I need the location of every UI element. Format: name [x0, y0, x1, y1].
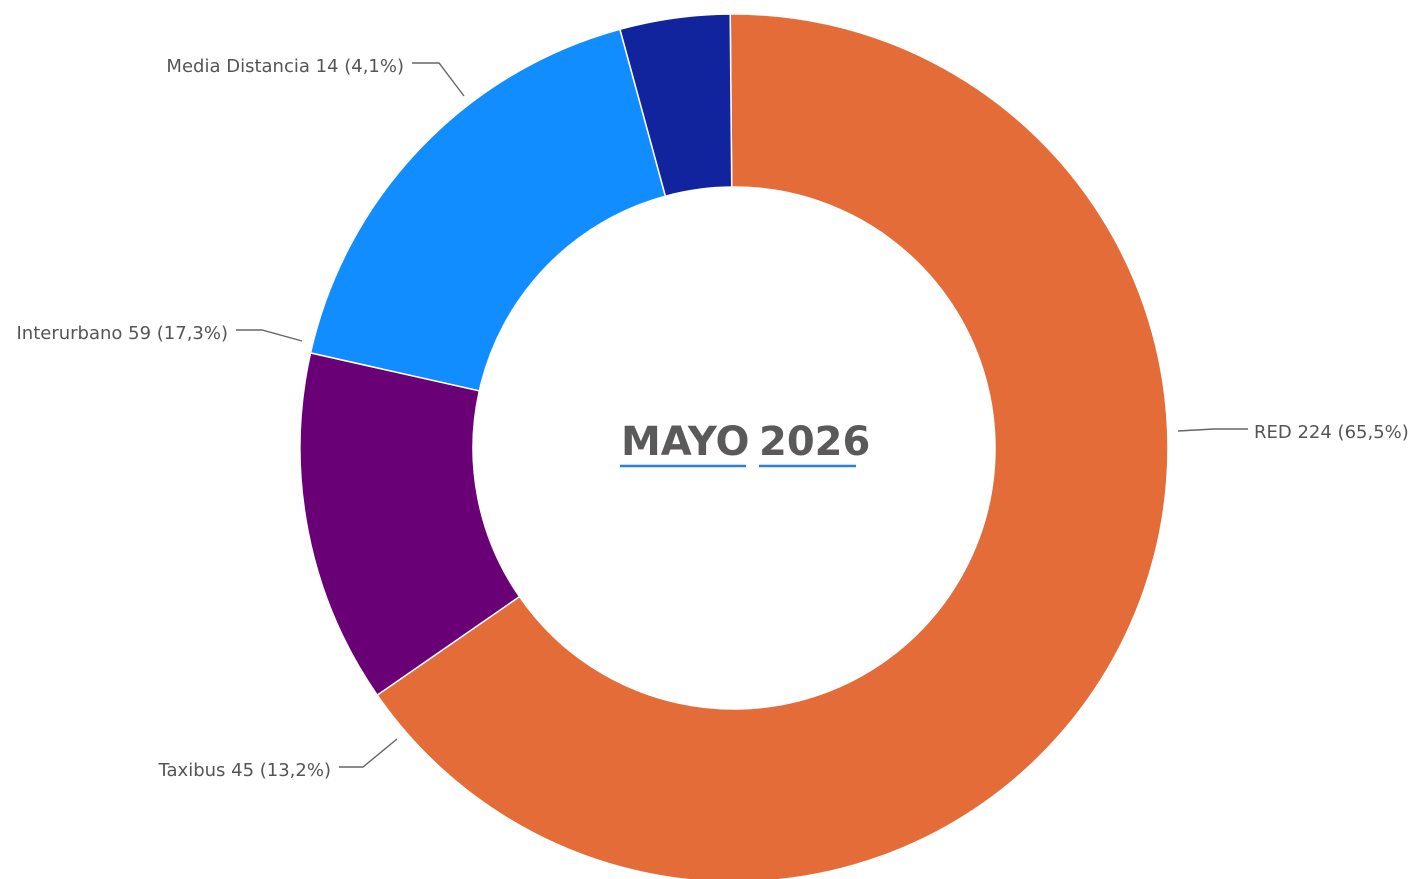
- center-title-month: MAYO: [621, 419, 749, 465]
- center-title: MAYO 2026: [620, 419, 870, 468]
- slice-label-red: RED 224 (65,5%): [1254, 422, 1409, 443]
- slice-labels-layer: RED 224 (65,5%) Taxibus 45 (13,2%) Interur…: [16, 56, 1408, 781]
- leader-line-interurbano: [236, 329, 303, 342]
- slice-label-interurbano: Interurbano 59 (17,3%): [16, 323, 228, 344]
- slices-layer: [299, 13, 1169, 879]
- center-title-year: 2026: [759, 419, 870, 465]
- leader-line-media-distancia: [412, 62, 465, 97]
- leader-line-red: [1177, 428, 1248, 432]
- slice-interurbano[interactable]: [309, 28, 667, 392]
- slice-media-distancia[interactable]: [619, 13, 733, 198]
- slice-red[interactable]: [376, 13, 1169, 879]
- slice-label-media-distancia: Media Distancia 14 (4,1%): [166, 56, 404, 77]
- leader-lines-layer: [236, 62, 1248, 768]
- slice-label-taxibus: Taxibus 45 (13,2%): [158, 760, 332, 781]
- leader-line-taxibus: [339, 738, 398, 768]
